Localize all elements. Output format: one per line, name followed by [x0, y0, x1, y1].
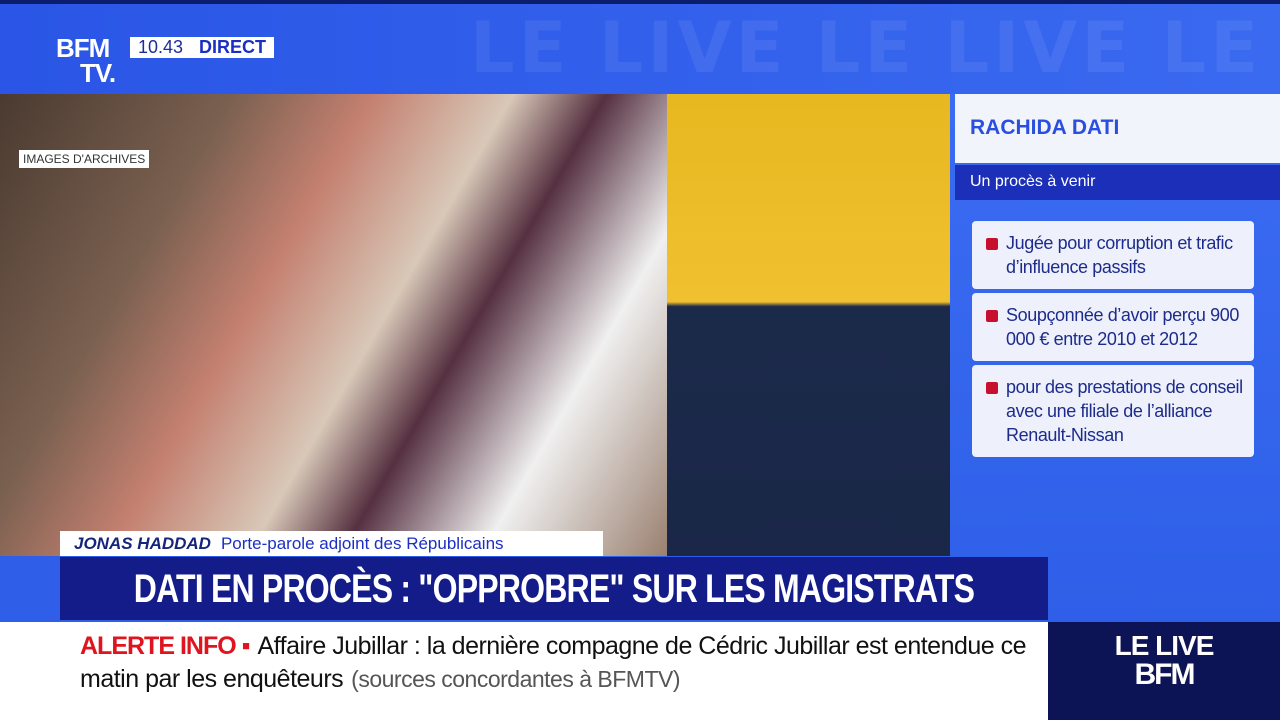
archive-label: IMAGES D'ARCHIVES	[19, 150, 150, 168]
bullet-text: Jugée pour corruption et trafic d’influe…	[1006, 233, 1233, 277]
logo-line2: BFM	[1134, 658, 1196, 691]
ticker-source: (sources concordantes à BFMTV)	[351, 666, 681, 692]
ticker-text: Affaire Jubillar : la dernière compagne …	[80, 632, 1027, 693]
name-strap: JONAS HADDAD Porte-parole adjoint des Rép…	[60, 531, 603, 556]
watermark-area: LE LIVE LE LIVE LE LIVE LE	[470, 4, 1280, 94]
headline-bar: DATI EN PROCÈS : "OPPROBRE" SUR LES MAGI…	[60, 557, 1048, 620]
bullet-text: Soupçonnée d’avoir perçu 900 000 € entre…	[1006, 305, 1239, 349]
le-live-bfm-logo: LE LIVE BFM	[1048, 622, 1280, 720]
direct-badge: DIRECT	[199, 37, 267, 57]
panel-title: RACHIDA DATI	[955, 94, 1280, 163]
bfmtv-logo: BFM TV.	[56, 33, 116, 88]
watermark: LE LIVE LE LIVE LE LIVE LE	[470, 7, 1280, 89]
bullet-icon	[986, 238, 998, 250]
bullet-card: pour des prestations de conseil avec une…	[972, 365, 1254, 457]
headline: DATI EN PROCÈS : "OPPROBRE" SUR LES MAGI…	[133, 566, 975, 611]
bullet-icon	[986, 382, 998, 394]
top-banner: LE LIVE LE LIVE LE LIVE LE	[0, 0, 1280, 94]
panel-subtitle: Un procès à venir	[955, 165, 1280, 200]
bullet-card: Jugée pour corruption et trafic d’influe…	[972, 221, 1254, 289]
archive-video	[0, 94, 667, 556]
logo-text: BFM	[56, 33, 110, 63]
alert-label: ALERTE INFO ▪	[80, 632, 250, 660]
bullet-text: pour des prestations de conseil avec une…	[1006, 377, 1243, 445]
guest-video	[667, 94, 950, 556]
logo-line1: LE LIVE	[1114, 630, 1215, 661]
logo-tv: TV.	[80, 58, 116, 88]
time: 10.43	[138, 37, 184, 57]
live-clock: 10.43 DIRECT	[130, 37, 275, 58]
bullet-icon	[986, 310, 998, 322]
bullet-card: Soupçonnée d’avoir perçu 900 000 € entre…	[972, 293, 1254, 361]
guest-name: JONAS HADDAD	[74, 533, 211, 553]
news-ticker: ALERTE INFO ▪ Affaire Jubillar : la derni…	[0, 622, 1048, 720]
bullet-list: Jugée pour corruption et trafic d’influe…	[972, 221, 1254, 457]
guest-role: Porte-parole adjoint des Républicains	[220, 533, 504, 553]
